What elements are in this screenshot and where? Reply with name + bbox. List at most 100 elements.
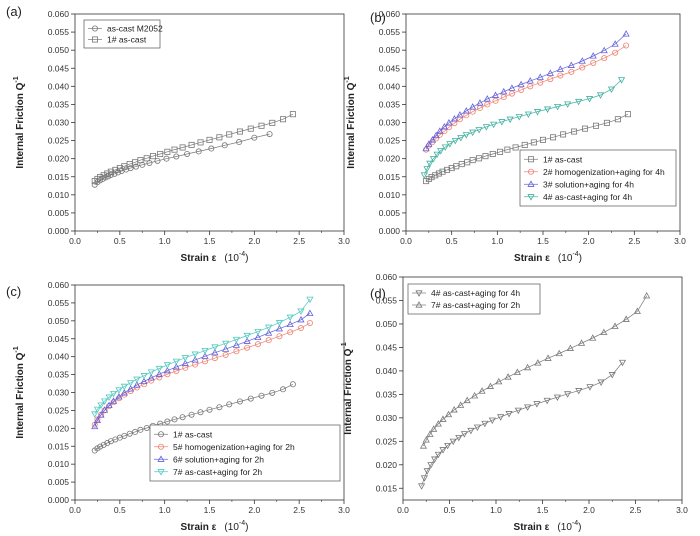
- data-point: [425, 140, 433, 147]
- y-tick-label: 0.055: [376, 295, 398, 305]
- data-point: [471, 391, 479, 399]
- x-axis-unit-close: ): [245, 522, 248, 533]
- data-point: [280, 386, 287, 393]
- y-tick-label: 0.005: [48, 477, 70, 487]
- panel-label: (c): [6, 284, 21, 299]
- data-point: [540, 136, 547, 143]
- data-point: [222, 351, 229, 358]
- data-point: [140, 377, 148, 384]
- y-tick-label: 0.035: [379, 99, 401, 109]
- series-2: [423, 42, 630, 153]
- data-point: [127, 385, 135, 392]
- data-point: [575, 388, 583, 395]
- data-point: [586, 384, 594, 391]
- legend-label: 7# as-cast+aging for 2h: [173, 467, 262, 477]
- x-tick-label: 2.0: [248, 505, 260, 515]
- data-point: [91, 422, 99, 430]
- data-point: [226, 401, 233, 408]
- data-point: [233, 348, 240, 355]
- data-point: [504, 146, 511, 153]
- x-tick-label: 2.0: [583, 505, 595, 515]
- x-tick-label: 2.5: [628, 236, 640, 246]
- data-point: [428, 174, 435, 181]
- data-point: [564, 391, 572, 398]
- y-tick-label: 0.040: [48, 81, 70, 91]
- legend-label: 2# homogenization+aging for 4h: [543, 167, 665, 177]
- data-point: [478, 387, 486, 394]
- y-axis-label-exponent: -1: [341, 342, 348, 348]
- data-point: [132, 163, 139, 170]
- x-tick-label: 1.0: [491, 236, 503, 246]
- data-point: [500, 87, 508, 95]
- data-point: [247, 125, 254, 132]
- x-tick-label: 2.5: [630, 505, 642, 515]
- legend-marker: [528, 156, 535, 163]
- data-point: [469, 157, 476, 164]
- data-point: [93, 406, 101, 414]
- data-point: [556, 65, 564, 72]
- legend-label: 1# as-cast: [107, 35, 147, 45]
- data-point: [533, 109, 542, 116]
- data-point: [163, 366, 171, 374]
- data-point: [428, 136, 437, 143]
- data-point: [139, 161, 146, 168]
- legend-marker: [157, 455, 165, 462]
- data-point: [275, 320, 284, 327]
- x-tick-label: 1.5: [537, 505, 549, 515]
- y-tick-label: 0.020: [379, 154, 401, 164]
- data-point: [484, 101, 491, 108]
- data-point: [276, 333, 283, 340]
- data-point: [590, 59, 597, 66]
- data-point: [585, 96, 594, 103]
- data-point: [179, 144, 186, 151]
- legend-label: 3# solution+aging for 4h: [543, 179, 634, 189]
- data-point: [435, 170, 442, 177]
- x-axis-label-text: Strain ε: [514, 253, 550, 264]
- data-point: [482, 153, 489, 160]
- data-point: [513, 368, 521, 375]
- series-line: [425, 33, 627, 149]
- data-point: [105, 401, 113, 409]
- x-axis-label: Strain ε (10-4): [514, 251, 582, 264]
- data-point: [121, 432, 128, 439]
- data-point: [258, 122, 265, 129]
- data-point: [226, 131, 233, 138]
- data-point: [109, 390, 118, 398]
- data-point: [554, 103, 562, 111]
- data-point: [216, 404, 223, 411]
- data-point: [504, 373, 512, 380]
- data-point: [534, 359, 542, 366]
- y-tick-label: 0.045: [48, 63, 70, 73]
- data-point: [486, 382, 495, 389]
- panel-4: (d) 0.0 0.5 1.0 1.5 2.0 2.5 3.0 0.015 0.020 0.025 0…: [341, 272, 688, 533]
- x-axis-label: Strain ε (10-4): [514, 520, 582, 533]
- data-point: [597, 379, 605, 386]
- data-point: [182, 364, 189, 371]
- data-point: [232, 336, 240, 344]
- data-point: [462, 107, 470, 114]
- data-point: [482, 124, 490, 131]
- data-point: [297, 308, 305, 315]
- data-point: [492, 97, 499, 104]
- data-point: [112, 166, 119, 173]
- data-point: [115, 392, 123, 400]
- data-point: [564, 101, 572, 108]
- data-point: [467, 427, 475, 435]
- x-tick-label: 1.0: [490, 505, 502, 515]
- data-point: [624, 111, 631, 118]
- y-tick-label: 0.020: [48, 154, 70, 164]
- legend-marker: [157, 469, 165, 476]
- legend-marker: [92, 36, 99, 43]
- data-point: [201, 347, 209, 355]
- x-axis-label: Strain ε (10-4): [181, 251, 249, 264]
- data-point: [201, 352, 209, 359]
- data-point: [156, 374, 163, 381]
- x-tick-label: 3.0: [674, 236, 686, 246]
- data-point: [197, 409, 204, 416]
- data-point: [611, 40, 619, 47]
- data-point: [555, 349, 563, 357]
- data-point: [236, 139, 243, 146]
- data-point: [251, 134, 258, 141]
- x-tick-label: 0.0: [397, 505, 409, 515]
